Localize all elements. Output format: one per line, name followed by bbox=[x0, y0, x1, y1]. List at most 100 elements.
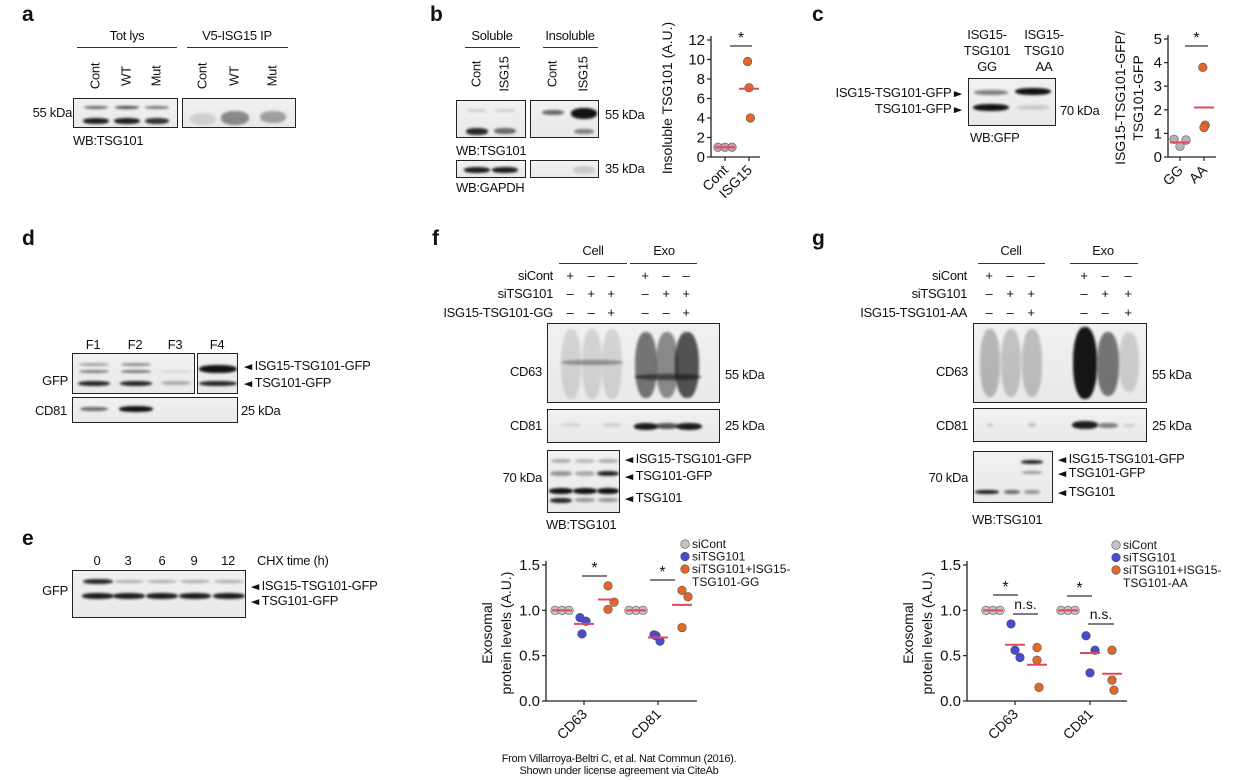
band bbox=[597, 488, 619, 494]
mw-marker: 25 kDa bbox=[1152, 418, 1192, 433]
band bbox=[571, 108, 597, 119]
wb-label: WB:TSG101 bbox=[546, 517, 617, 532]
condition-sign: + bbox=[1080, 268, 1088, 283]
y-tick-label: 1.5 bbox=[519, 557, 540, 574]
band-label: TSG101-GFP► bbox=[875, 101, 965, 118]
column-header: TSG101 bbox=[963, 43, 1011, 58]
band bbox=[575, 471, 595, 476]
band bbox=[78, 381, 110, 386]
condition-sign: + bbox=[641, 268, 649, 283]
y-tick-label: 1.0 bbox=[940, 602, 961, 619]
group-underline bbox=[465, 47, 520, 48]
condition-sign: – bbox=[1080, 305, 1088, 320]
band-label-text: TSG101 bbox=[635, 490, 683, 505]
condition-sign: – bbox=[662, 305, 670, 320]
citation-line: Shown under license agreement via CiteAb bbox=[519, 765, 719, 777]
y-tick-label: 4 bbox=[1154, 55, 1162, 72]
band bbox=[574, 129, 594, 134]
legend-marker bbox=[680, 564, 690, 574]
condition-sign: – bbox=[607, 268, 615, 283]
band bbox=[1072, 421, 1098, 429]
band bbox=[464, 167, 490, 173]
row-label: CD63 bbox=[935, 364, 968, 379]
band bbox=[602, 423, 622, 427]
blot-b-insoluble bbox=[530, 100, 599, 138]
row-label: GFP bbox=[42, 373, 68, 388]
data-point bbox=[1010, 645, 1020, 655]
mw-marker: 70 kDa bbox=[1060, 103, 1100, 118]
band bbox=[551, 459, 571, 463]
data-point bbox=[577, 629, 587, 639]
band-label-text: TSG101-GFP bbox=[635, 468, 713, 483]
band bbox=[573, 166, 595, 174]
band bbox=[676, 423, 702, 430]
significance-label: * bbox=[1002, 579, 1008, 596]
condition-label: siTSG101 bbox=[911, 286, 968, 301]
arrow-left-icon: ◄ bbox=[622, 455, 636, 466]
blot-b-gapdh-insol bbox=[530, 160, 599, 178]
lane-label: 6 bbox=[158, 553, 166, 568]
y-tick-label: 0.5 bbox=[519, 648, 540, 665]
condition-sign: – bbox=[641, 305, 649, 320]
band bbox=[180, 580, 210, 583]
blot-f-cd63 bbox=[547, 323, 720, 403]
condition-sign: – bbox=[566, 286, 574, 301]
y-tick-label: 5 bbox=[1154, 31, 1162, 48]
band bbox=[602, 329, 622, 399]
blot-g-tsg101 bbox=[973, 451, 1053, 503]
blot-e bbox=[72, 570, 246, 618]
y-tick-label: 12 bbox=[688, 32, 705, 49]
band bbox=[146, 593, 178, 599]
wb-label: WB:GFP bbox=[970, 130, 1020, 145]
mw-marker: 55 kDa bbox=[1152, 367, 1192, 382]
arrow-left-icon: ◄ bbox=[241, 362, 255, 373]
band bbox=[84, 106, 108, 109]
y-tick-label: 1.5 bbox=[940, 557, 961, 574]
group-underline bbox=[630, 263, 697, 264]
group-title: Cell bbox=[582, 243, 604, 258]
band-label: ◄TSG101 bbox=[622, 490, 682, 507]
y-tick-label: 4 bbox=[697, 110, 705, 127]
band-label: ◄TSG101-GFP bbox=[241, 375, 331, 392]
y-tick-label: 10 bbox=[688, 52, 705, 69]
y-axis-label: Exosomal bbox=[900, 602, 916, 663]
mw-marker: 35 kDa bbox=[605, 161, 645, 176]
band bbox=[597, 471, 619, 476]
y-axis-label: TSG101-GFP bbox=[1130, 55, 1146, 141]
group-underline bbox=[77, 47, 177, 48]
legend-marker bbox=[680, 539, 690, 549]
condition-sign: + bbox=[1124, 286, 1132, 301]
column-header: ISG15- bbox=[967, 27, 1007, 42]
band-label: ◄TSG101-GFP bbox=[248, 593, 338, 610]
lane-label: 0 bbox=[93, 553, 101, 568]
condition-label: siCont bbox=[931, 268, 967, 283]
condition-sign: + bbox=[682, 286, 690, 301]
mw-marker: 55 kDa bbox=[605, 107, 645, 122]
band bbox=[656, 332, 678, 398]
condition-sign: – bbox=[1080, 286, 1088, 301]
condition-label: ISG15-TSG101-AA bbox=[860, 305, 967, 320]
band bbox=[598, 459, 618, 463]
x-tick-label: GG bbox=[1159, 162, 1186, 189]
blot-g-cd63 bbox=[973, 323, 1147, 403]
wb-label: WB:TSG101 bbox=[456, 143, 527, 158]
significance-label: * bbox=[659, 564, 665, 581]
mw-marker: 25 kDa bbox=[725, 418, 765, 433]
band bbox=[1123, 424, 1135, 427]
band bbox=[145, 106, 169, 109]
band-label-text: TSG101-GFP bbox=[261, 593, 339, 608]
blot-g-cd81 bbox=[973, 408, 1147, 442]
band-label-text: TSG101-GFP bbox=[254, 375, 332, 390]
condition-sign: – bbox=[1101, 268, 1109, 283]
band bbox=[260, 111, 286, 123]
panel-label-g: g bbox=[812, 227, 825, 250]
y-tick-label: 8 bbox=[697, 71, 705, 88]
band bbox=[190, 113, 216, 125]
band bbox=[114, 580, 144, 583]
band bbox=[83, 579, 113, 584]
band bbox=[147, 580, 177, 583]
mw-marker: 70 kDa bbox=[928, 470, 969, 485]
arrow-right-icon: ► bbox=[951, 105, 965, 116]
condition-sign: – bbox=[1124, 268, 1132, 283]
